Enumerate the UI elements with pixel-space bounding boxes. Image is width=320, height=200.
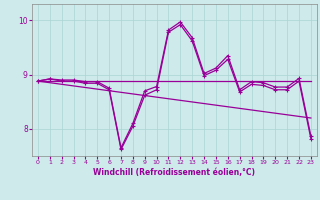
X-axis label: Windchill (Refroidissement éolien,°C): Windchill (Refroidissement éolien,°C) bbox=[93, 168, 255, 177]
